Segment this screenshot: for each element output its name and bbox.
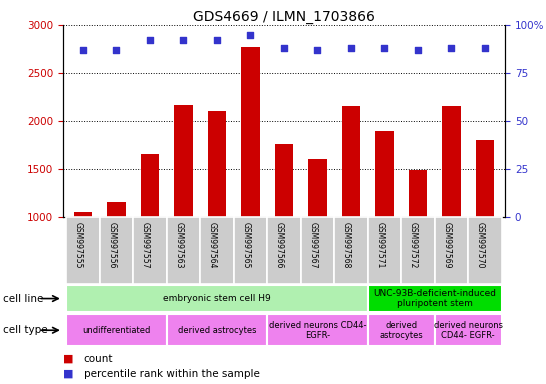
Point	[347, 45, 355, 51]
Bar	[74, 212, 92, 217]
Bar	[308, 159, 327, 217]
FancyBboxPatch shape	[367, 285, 502, 312]
FancyBboxPatch shape	[401, 217, 435, 284]
Point	[79, 47, 87, 53]
Point	[380, 45, 389, 51]
Text: embryonic stem cell H9: embryonic stem cell H9	[163, 294, 271, 303]
Text: GSM997563: GSM997563	[174, 222, 183, 269]
Text: ■: ■	[63, 354, 73, 364]
Point	[112, 47, 121, 53]
FancyBboxPatch shape	[66, 314, 167, 346]
Point	[480, 45, 489, 51]
FancyBboxPatch shape	[100, 217, 133, 284]
Bar	[442, 106, 461, 217]
FancyBboxPatch shape	[367, 217, 401, 284]
Bar	[375, 131, 394, 217]
Point	[313, 47, 322, 53]
Text: UNC-93B-deficient-induced
pluripotent stem: UNC-93B-deficient-induced pluripotent st…	[373, 289, 496, 308]
Text: ■: ■	[63, 369, 73, 379]
FancyBboxPatch shape	[334, 217, 367, 284]
FancyBboxPatch shape	[301, 217, 334, 284]
Text: GSM997565: GSM997565	[241, 222, 251, 269]
Title: GDS4669 / ILMN_1703866: GDS4669 / ILMN_1703866	[193, 10, 375, 24]
Text: GSM997557: GSM997557	[141, 222, 150, 269]
FancyBboxPatch shape	[435, 314, 502, 346]
Point	[280, 45, 288, 51]
FancyBboxPatch shape	[267, 314, 367, 346]
Point	[447, 45, 456, 51]
FancyBboxPatch shape	[234, 217, 267, 284]
Text: derived neurons
CD44- EGFR-: derived neurons CD44- EGFR-	[434, 321, 503, 340]
FancyBboxPatch shape	[435, 217, 468, 284]
Text: GSM997572: GSM997572	[409, 222, 418, 269]
FancyBboxPatch shape	[167, 314, 267, 346]
Point	[212, 37, 221, 43]
FancyBboxPatch shape	[367, 314, 435, 346]
Bar	[342, 106, 360, 217]
FancyBboxPatch shape	[167, 217, 200, 284]
Bar	[241, 47, 260, 217]
Text: cell type: cell type	[3, 325, 48, 335]
Bar	[275, 144, 293, 217]
FancyBboxPatch shape	[66, 217, 100, 284]
Text: derived
astrocytes: derived astrocytes	[379, 321, 423, 340]
Text: cell line: cell line	[3, 293, 43, 304]
FancyBboxPatch shape	[468, 217, 502, 284]
FancyBboxPatch shape	[66, 285, 367, 312]
Text: derived neurons CD44-
EGFR-: derived neurons CD44- EGFR-	[269, 321, 366, 340]
FancyBboxPatch shape	[200, 217, 234, 284]
Text: GSM997567: GSM997567	[308, 222, 317, 269]
Text: GSM997571: GSM997571	[376, 222, 384, 269]
Point	[146, 37, 155, 43]
Text: GSM997566: GSM997566	[275, 222, 284, 269]
Point	[179, 37, 188, 43]
Bar	[141, 154, 159, 217]
Text: undifferentiated: undifferentiated	[82, 326, 151, 335]
Text: derived astrocytes: derived astrocytes	[177, 326, 256, 335]
Bar	[174, 105, 193, 217]
Text: GSM997556: GSM997556	[108, 222, 116, 269]
Text: GSM997569: GSM997569	[442, 222, 452, 269]
Bar	[207, 111, 226, 217]
Text: percentile rank within the sample: percentile rank within the sample	[84, 369, 259, 379]
Point	[246, 31, 255, 38]
Point	[413, 47, 422, 53]
Text: count: count	[84, 354, 113, 364]
Text: GSM997564: GSM997564	[208, 222, 217, 269]
Bar	[409, 170, 427, 217]
Text: GSM997555: GSM997555	[74, 222, 83, 269]
Bar	[476, 140, 494, 217]
FancyBboxPatch shape	[133, 217, 167, 284]
Text: GSM997568: GSM997568	[342, 222, 351, 269]
FancyBboxPatch shape	[267, 217, 301, 284]
Bar	[107, 202, 126, 217]
Text: GSM997570: GSM997570	[476, 222, 485, 269]
